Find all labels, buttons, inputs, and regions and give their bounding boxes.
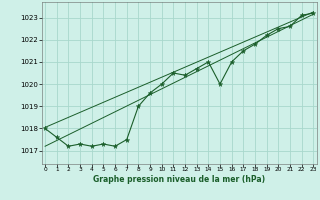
X-axis label: Graphe pression niveau de la mer (hPa): Graphe pression niveau de la mer (hPa) [93, 175, 265, 184]
